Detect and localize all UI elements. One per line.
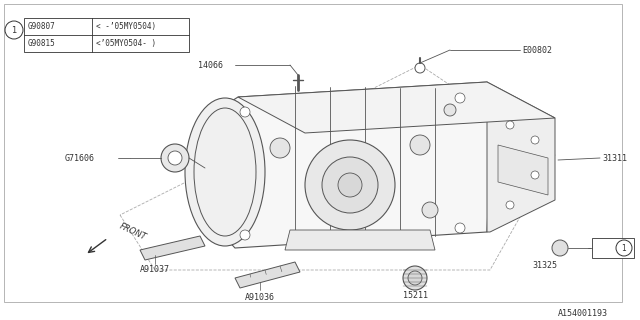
Text: A154001193: A154001193 xyxy=(558,309,608,318)
Text: 31325: 31325 xyxy=(532,260,557,269)
Text: A91036: A91036 xyxy=(245,293,275,302)
Circle shape xyxy=(161,144,189,172)
Circle shape xyxy=(506,201,514,209)
Text: G90815: G90815 xyxy=(28,39,56,48)
Circle shape xyxy=(410,135,430,155)
Polygon shape xyxy=(235,262,300,288)
Text: FRONT: FRONT xyxy=(118,222,148,242)
Polygon shape xyxy=(195,82,490,248)
Circle shape xyxy=(403,266,427,290)
Circle shape xyxy=(240,107,250,117)
Circle shape xyxy=(240,230,250,240)
Text: G90807: G90807 xyxy=(28,22,56,31)
Text: A91037: A91037 xyxy=(140,266,170,275)
Circle shape xyxy=(270,138,290,158)
Polygon shape xyxy=(140,236,205,260)
Circle shape xyxy=(455,223,465,233)
Circle shape xyxy=(322,157,378,213)
Polygon shape xyxy=(285,230,435,250)
Circle shape xyxy=(5,21,23,39)
Bar xyxy=(592,238,634,258)
Circle shape xyxy=(168,151,182,165)
Polygon shape xyxy=(487,82,555,232)
Text: 31311: 31311 xyxy=(602,154,627,163)
Circle shape xyxy=(408,271,422,285)
Text: 1: 1 xyxy=(621,244,627,252)
Text: 1: 1 xyxy=(12,26,17,35)
Circle shape xyxy=(305,140,395,230)
Polygon shape xyxy=(238,82,555,133)
Bar xyxy=(24,18,189,52)
Circle shape xyxy=(616,240,632,256)
Circle shape xyxy=(531,136,539,144)
Text: 14066: 14066 xyxy=(198,60,223,69)
Circle shape xyxy=(531,171,539,179)
Text: G71606: G71606 xyxy=(65,154,95,163)
Circle shape xyxy=(444,104,456,116)
Polygon shape xyxy=(498,145,548,195)
Text: < -’05MY0504): < -’05MY0504) xyxy=(96,22,156,31)
Circle shape xyxy=(422,202,438,218)
Circle shape xyxy=(506,121,514,129)
Circle shape xyxy=(552,240,568,256)
Text: <’05MY0504- ): <’05MY0504- ) xyxy=(96,39,156,48)
Text: E00802: E00802 xyxy=(522,45,552,54)
Circle shape xyxy=(415,63,425,73)
Circle shape xyxy=(338,173,362,197)
Circle shape xyxy=(455,93,465,103)
Ellipse shape xyxy=(185,98,265,246)
Text: 15211: 15211 xyxy=(403,292,428,300)
